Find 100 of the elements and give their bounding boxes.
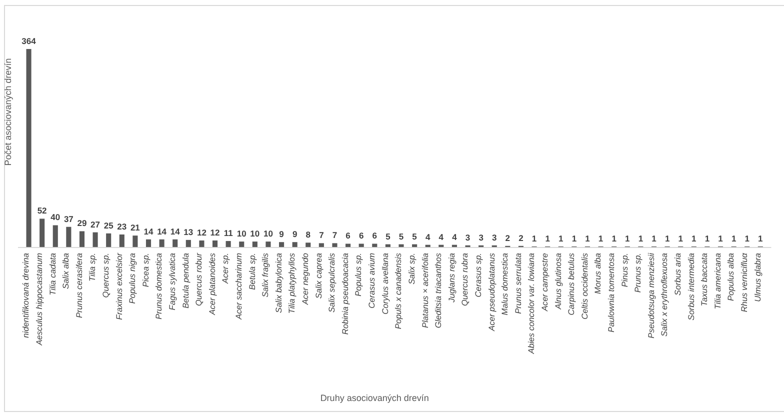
y-axis-title: Počet asociovaných drevín — [3, 58, 13, 166]
x-tick-label: Salix sepulcralis — [326, 253, 337, 312]
data-label: 27 — [90, 219, 100, 230]
bar — [106, 233, 112, 247]
x-tick-label: Acer campestre — [539, 252, 550, 312]
bar — [372, 244, 378, 247]
x-tick-label: Sorbus aria — [672, 252, 683, 296]
data-label: 1 — [718, 233, 724, 244]
x-tick-label: Acer platanoides — [206, 253, 217, 316]
bar — [306, 242, 311, 247]
data-label: 3 — [492, 232, 498, 242]
x-tick-label: Prunus cerasifera — [74, 252, 84, 318]
bar — [52, 225, 58, 247]
data-label: 364 — [22, 36, 36, 46]
bar — [226, 241, 231, 247]
data-label: 1 — [558, 233, 564, 244]
data-label: 4 — [425, 232, 430, 242]
data-label: 1 — [731, 233, 736, 244]
data-label: 12 — [210, 227, 220, 238]
data-label: 2 — [505, 232, 510, 243]
x-tick-label: Populus sp. — [353, 253, 364, 296]
data-label: 37 — [64, 214, 74, 224]
bar — [132, 236, 138, 247]
data-label: 21 — [130, 222, 140, 233]
x-tick-label: Tilia cadata — [47, 252, 58, 296]
data-label: 3 — [478, 232, 484, 242]
data-label: 40 — [50, 212, 60, 222]
data-label: 1 — [625, 233, 630, 244]
x-tick-label: Acer saccharinum — [234, 252, 244, 320]
x-tick-label: Salix sp. — [406, 253, 416, 284]
bar — [172, 239, 178, 247]
bar — [119, 234, 124, 247]
data-label: 10 — [250, 228, 260, 239]
x-tick-label: Gleditsia triacanthos — [433, 253, 444, 328]
data-label: 7 — [319, 230, 324, 240]
x-tick-label: Acer pseudoplatanus — [486, 253, 496, 332]
bar — [26, 49, 32, 247]
data-label: 9 — [292, 229, 298, 240]
data-label: 2 — [518, 232, 524, 243]
data-label: 10 — [236, 228, 247, 239]
bar — [186, 240, 191, 247]
bar — [266, 242, 271, 247]
data-label: 5 — [386, 231, 391, 242]
x-tick-label: Cerasus sp. — [472, 253, 483, 298]
data-label: 14 — [157, 226, 167, 236]
data-label: 1 — [545, 233, 550, 244]
x-tick-label: Quercus robur — [194, 252, 204, 306]
data-label: 12 — [196, 227, 207, 238]
bar — [199, 240, 204, 247]
bar — [398, 244, 404, 247]
x-tick-label: Salix babylonica — [273, 252, 284, 313]
x-tick-label: Tilia platyphyllos — [286, 253, 297, 314]
x-tick-label: Fraxinus excelsior — [114, 252, 124, 320]
x-tick-label: Prunus domestica — [154, 252, 164, 320]
x-tick-label: Quercus sp. — [100, 253, 110, 298]
x-tick-label: Betula sp. — [246, 253, 257, 290]
data-label: 52 — [37, 206, 48, 216]
data-label: 9 — [279, 229, 284, 240]
data-label: 1 — [692, 233, 697, 244]
data-label: 1 — [612, 233, 617, 244]
data-label: 6 — [372, 230, 378, 241]
bar — [346, 244, 351, 247]
data-label: 8 — [306, 230, 311, 240]
bar — [252, 242, 258, 247]
x-tick-label: Salix fragilis — [260, 253, 270, 298]
data-label: 13 — [184, 226, 194, 237]
x-tick-label: Juglans regia — [446, 252, 456, 304]
x-tick-label: Picea sp. — [140, 253, 150, 288]
bar — [385, 244, 390, 247]
bar — [412, 244, 418, 247]
data-label: 1 — [572, 233, 577, 244]
data-label: 10 — [263, 228, 274, 239]
x-tick-label: Populus alba — [726, 252, 736, 301]
x-tick-label: Carpinus betulus — [566, 253, 576, 316]
bar — [159, 239, 164, 247]
x-tick-label: Morus alba — [592, 252, 603, 294]
bar — [146, 239, 152, 247]
data-label: 1 — [664, 233, 670, 244]
data-label: 5 — [412, 231, 418, 242]
data-label: 1 — [758, 233, 764, 244]
x-tick-label: Robinia pseudoacacia — [340, 252, 350, 335]
x-axis-title: Druhy asociovaných drevín — [320, 393, 429, 403]
x-tick-label: Alnus glutinosa — [552, 252, 563, 310]
bar — [92, 232, 98, 247]
x-tick-label: Pseudotsuga menziesii — [646, 252, 656, 338]
data-label: 1 — [532, 233, 537, 244]
x-tick-label: Ulmus glabra — [752, 252, 762, 302]
data-label: 5 — [398, 231, 404, 242]
data-label: 1 — [652, 233, 657, 244]
data-label: 4 — [438, 232, 444, 242]
x-tick-label: Rhus vernicifluα — [739, 252, 750, 312]
data-label: 1 — [638, 233, 644, 244]
x-tick-label: Sorbus intermedia — [686, 252, 696, 320]
x-tick-label: Betula pendula — [180, 252, 190, 308]
bar — [239, 242, 244, 247]
data-label: 7 — [332, 230, 338, 240]
x-tick-label: Prunus sp. — [632, 253, 643, 293]
x-tick-label: Acer sp. — [220, 253, 230, 284]
x-tick-label: Quercus rubra — [460, 252, 470, 306]
data-label: 1 — [585, 233, 590, 244]
